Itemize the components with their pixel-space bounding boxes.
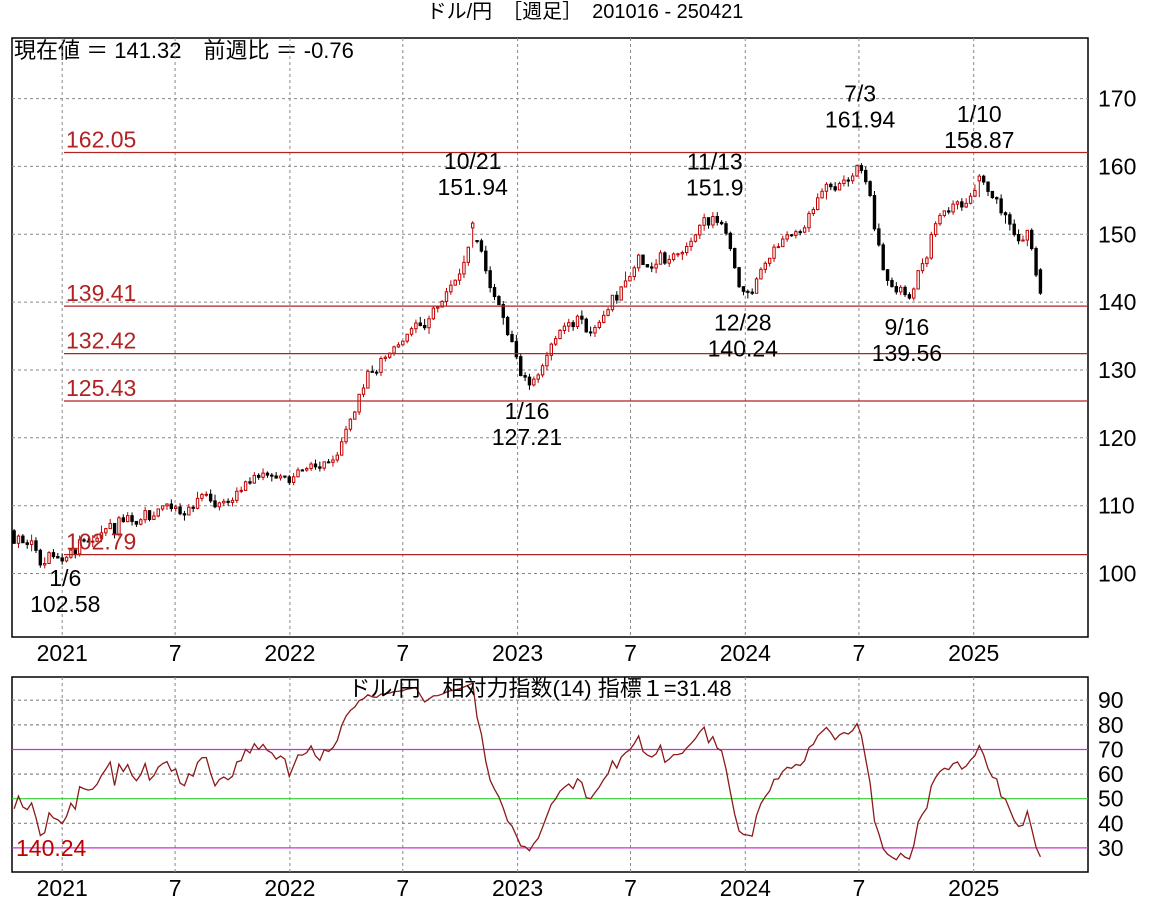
svg-text:160: 160 bbox=[1098, 153, 1136, 179]
svg-text:1/10: 1/10 bbox=[957, 101, 1002, 127]
svg-text:2023: 2023 bbox=[492, 875, 543, 901]
svg-text:7: 7 bbox=[396, 640, 409, 666]
svg-text:139.41: 139.41 bbox=[66, 280, 136, 306]
svg-text:ドル/円 ［週足］ 201016 - 250421: ドル/円 ［週足］ 201016 - 250421 bbox=[427, 0, 744, 23]
svg-text:12/28: 12/28 bbox=[714, 310, 772, 336]
svg-text:7: 7 bbox=[396, 875, 409, 901]
svg-text:125.43: 125.43 bbox=[66, 375, 136, 401]
svg-text:1/16: 1/16 bbox=[505, 398, 550, 424]
svg-text:151.94: 151.94 bbox=[438, 174, 509, 200]
svg-text:110: 110 bbox=[1098, 493, 1135, 519]
svg-text:132.42: 132.42 bbox=[66, 328, 136, 354]
svg-text:7/3: 7/3 bbox=[844, 80, 876, 106]
svg-text:150: 150 bbox=[1098, 221, 1136, 247]
svg-text:50: 50 bbox=[1098, 786, 1124, 812]
svg-text:90: 90 bbox=[1098, 687, 1124, 713]
svg-text:7: 7 bbox=[169, 640, 182, 666]
svg-text:10/21: 10/21 bbox=[444, 148, 502, 174]
svg-text:2021: 2021 bbox=[37, 875, 88, 901]
svg-text:7: 7 bbox=[853, 640, 866, 666]
svg-text:120: 120 bbox=[1098, 425, 1136, 451]
svg-text:7: 7 bbox=[853, 875, 866, 901]
svg-text:2025: 2025 bbox=[948, 875, 999, 901]
svg-text:30: 30 bbox=[1098, 835, 1124, 861]
svg-text:151.9: 151.9 bbox=[686, 174, 744, 200]
svg-text:7: 7 bbox=[624, 640, 637, 666]
svg-text:127.21: 127.21 bbox=[492, 424, 562, 450]
svg-text:70: 70 bbox=[1098, 737, 1124, 763]
svg-text:2023: 2023 bbox=[492, 640, 543, 666]
svg-text:139.56: 139.56 bbox=[872, 340, 942, 366]
svg-text:2021: 2021 bbox=[37, 640, 88, 666]
svg-text:11/13: 11/13 bbox=[687, 148, 743, 174]
svg-text:2022: 2022 bbox=[264, 875, 315, 901]
svg-text:162.05: 162.05 bbox=[66, 127, 136, 153]
svg-text:140.24: 140.24 bbox=[708, 336, 779, 362]
svg-text:2022: 2022 bbox=[264, 640, 315, 666]
svg-text:ドル/円 相対力指数(14) 指標１=31.48: ドル/円 相対力指数(14) 指標１=31.48 bbox=[348, 676, 731, 701]
svg-text:1/6: 1/6 bbox=[49, 565, 81, 591]
svg-text:2024: 2024 bbox=[720, 875, 771, 901]
svg-text:130: 130 bbox=[1098, 357, 1136, 383]
svg-text:2025: 2025 bbox=[948, 640, 999, 666]
svg-text:170: 170 bbox=[1098, 86, 1136, 112]
svg-text:102.58: 102.58 bbox=[30, 591, 100, 617]
svg-text:40: 40 bbox=[1098, 810, 1124, 836]
svg-text:100: 100 bbox=[1098, 561, 1136, 587]
svg-text:7: 7 bbox=[624, 875, 637, 901]
svg-text:2024: 2024 bbox=[720, 640, 771, 666]
svg-text:80: 80 bbox=[1098, 712, 1124, 738]
svg-text:9/16: 9/16 bbox=[885, 314, 930, 340]
svg-text:161.94: 161.94 bbox=[825, 106, 896, 132]
svg-text:140: 140 bbox=[1098, 289, 1136, 315]
svg-text:7: 7 bbox=[169, 875, 182, 901]
svg-text:102.79: 102.79 bbox=[66, 529, 136, 555]
svg-text:現在値 ＝ 141.32 前週比 ＝ -0.76: 現在値 ＝ 141.32 前週比 ＝ -0.76 bbox=[14, 38, 354, 63]
svg-text:60: 60 bbox=[1098, 761, 1124, 787]
svg-text:158.87: 158.87 bbox=[944, 127, 1014, 153]
svg-text:140.24: 140.24 bbox=[16, 835, 87, 861]
